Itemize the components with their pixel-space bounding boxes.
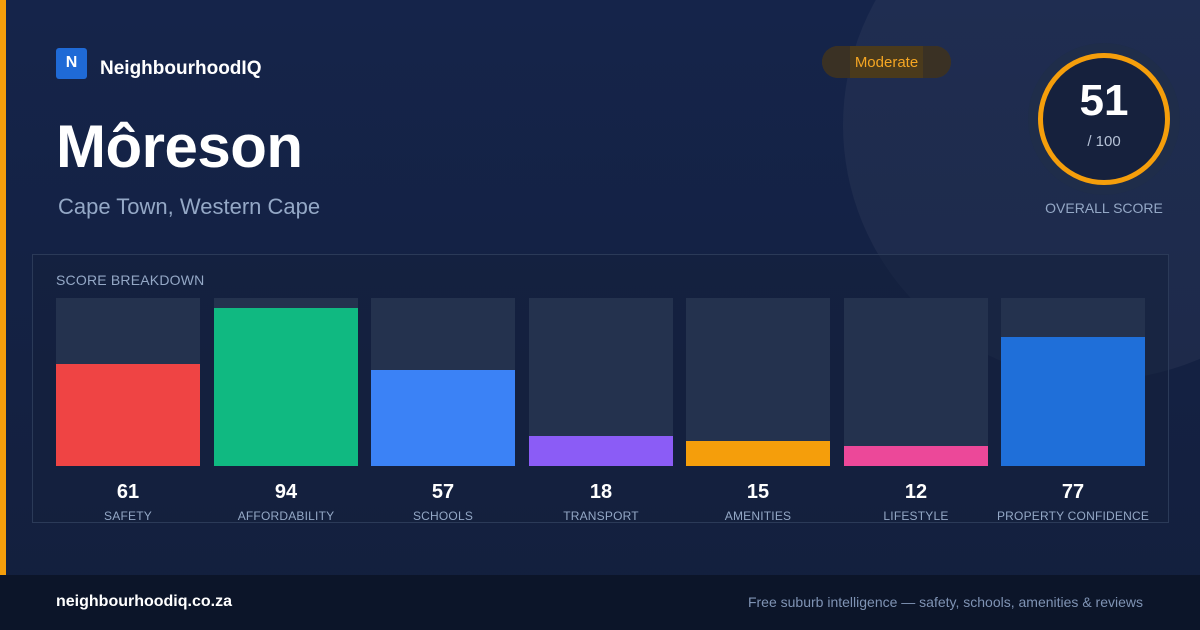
bar-value: 77 bbox=[1061, 481, 1085, 503]
brand[interactable]: N NeighbourhoodIQ bbox=[56, 46, 261, 80]
bar-label: SCHOOLS bbox=[412, 509, 474, 523]
bar-track bbox=[1001, 298, 1145, 466]
bar-track bbox=[56, 298, 200, 466]
bar-value: 12 bbox=[904, 481, 928, 503]
bar-label: SAFETY bbox=[104, 509, 152, 523]
accent-bar bbox=[0, 0, 6, 575]
bar-fill bbox=[686, 441, 830, 466]
bar-column-amenities: 15 AMENITIES bbox=[686, 298, 830, 523]
score-ring-outline bbox=[1038, 53, 1170, 185]
bar-fill bbox=[371, 370, 515, 466]
bar-fill bbox=[529, 436, 673, 466]
bar-value: 57 bbox=[431, 481, 455, 503]
bar-track bbox=[844, 298, 988, 466]
bar-value: 18 bbox=[589, 481, 613, 503]
bar-column-transport: 18 TRANSPORT bbox=[529, 298, 673, 523]
brand-name: NeighbourhoodIQ bbox=[100, 58, 262, 79]
bar-label: AFFORDABILITY bbox=[237, 509, 335, 523]
bar-value: 94 bbox=[274, 481, 298, 503]
bar-column-affordability: 94 AFFORDABILITY bbox=[214, 298, 358, 523]
overall-score-value: 51 bbox=[1079, 76, 1129, 125]
bar-column-lifestyle: 12 LIFESTYLE bbox=[844, 298, 988, 523]
bar-column-property-confidence: 77 PROPERTY CONFIDENCE bbox=[997, 298, 1149, 523]
bar-fill bbox=[1001, 337, 1145, 466]
overall-score-max: / 100 bbox=[1087, 133, 1121, 150]
overall-score-label: OVERALL SCORE bbox=[1045, 200, 1163, 216]
score-breakdown-title: SCORE BREAKDOWN bbox=[56, 272, 205, 288]
bar-column-safety: 61 SAFETY bbox=[56, 298, 200, 523]
bar-fill bbox=[844, 446, 988, 466]
rating-badge-label: Moderate bbox=[854, 53, 919, 71]
bar-value: 15 bbox=[746, 481, 770, 503]
overall-score-ring: 51 / 100 bbox=[1028, 43, 1180, 195]
bar-fill bbox=[56, 364, 200, 466]
bar-value: 61 bbox=[116, 481, 140, 503]
bar-track bbox=[529, 298, 673, 466]
bar-label: AMENITIES bbox=[724, 509, 792, 523]
suburb-location: Cape Town, Western Cape bbox=[58, 194, 321, 219]
brand-logo-icon: N bbox=[56, 47, 87, 79]
bar-label: PROPERTY CONFIDENCE bbox=[996, 509, 1150, 523]
bar-track bbox=[214, 298, 358, 466]
suburb-name: Môreson bbox=[56, 113, 303, 180]
rating-badge: Moderate bbox=[822, 46, 951, 78]
footer-tagline: Free suburb intelligence — safety, schoo… bbox=[747, 594, 1143, 610]
footer-domain-link[interactable]: neighbourhoodiq.co.za bbox=[56, 593, 232, 610]
bar-fill bbox=[214, 308, 358, 466]
bar-track bbox=[371, 298, 515, 466]
bar-label: TRANSPORT bbox=[563, 509, 639, 523]
bar-column-schools: 57 SCHOOLS bbox=[371, 298, 515, 523]
footer: neighbourhoodiq.co.za Free suburb intell… bbox=[0, 575, 1200, 630]
bar-label: LIFESTYLE bbox=[883, 509, 949, 523]
bar-track bbox=[686, 298, 830, 466]
